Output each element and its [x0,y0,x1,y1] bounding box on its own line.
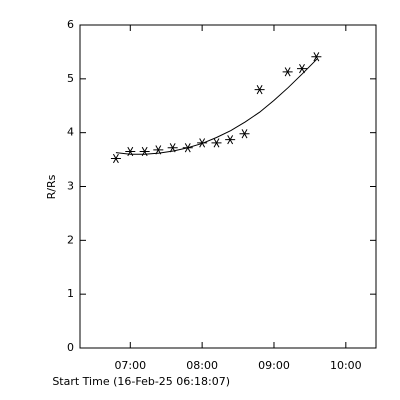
x-tick-label: 07:00 [114,359,146,372]
y-tick-label: 5 [67,72,74,85]
y-tick-label: 0 [67,341,74,354]
x-tick-label: 10:00 [330,359,362,372]
data-point [282,67,293,77]
x-axis-label: Start Time (16-Feb-25 06:18:07) [52,375,230,388]
data-point [211,138,222,148]
x-tick-label: 09:00 [258,359,290,372]
y-tick-label: 3 [67,180,74,193]
fit-line [115,58,318,155]
y-tick-label: 6 [67,18,74,31]
data-point [254,85,265,95]
y-axis-label: R/Rs [45,174,58,199]
y-tick-label: 1 [67,287,74,300]
data-point [110,153,121,164]
data-point [239,129,250,139]
y-tick-label: 2 [67,233,74,246]
data-point [297,64,307,74]
data-point [311,52,322,62]
data-point [225,135,236,145]
x-tick-label: 08:00 [186,359,218,372]
plot-frame [79,24,377,349]
y-tick-label: 4 [67,126,74,139]
